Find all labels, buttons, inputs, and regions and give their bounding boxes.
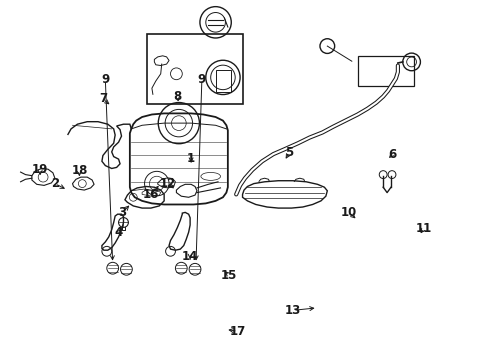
Bar [147,34,243,104]
Text: 4: 4 [115,226,122,239]
Text: 8: 8 [173,90,181,103]
Text: 6: 6 [388,148,396,161]
Text: 5: 5 [285,147,293,159]
Text: 7: 7 [99,93,107,105]
Text: 13: 13 [285,304,301,317]
Text: 2: 2 [51,177,59,190]
Text: 10: 10 [341,206,357,219]
Text: 9: 9 [198,73,206,86]
Text: 9: 9 [101,73,109,86]
Text: 3: 3 [119,206,126,219]
Text: 1: 1 [187,152,195,165]
Text: 16: 16 [143,188,159,201]
Text: 15: 15 [221,269,238,282]
Text: 12: 12 [159,177,176,190]
Text: 14: 14 [182,250,198,263]
Bar [358,56,414,86]
Text: 19: 19 [32,163,49,176]
Text: 11: 11 [416,222,432,235]
Text: 18: 18 [71,165,88,177]
Text: 17: 17 [229,325,246,338]
